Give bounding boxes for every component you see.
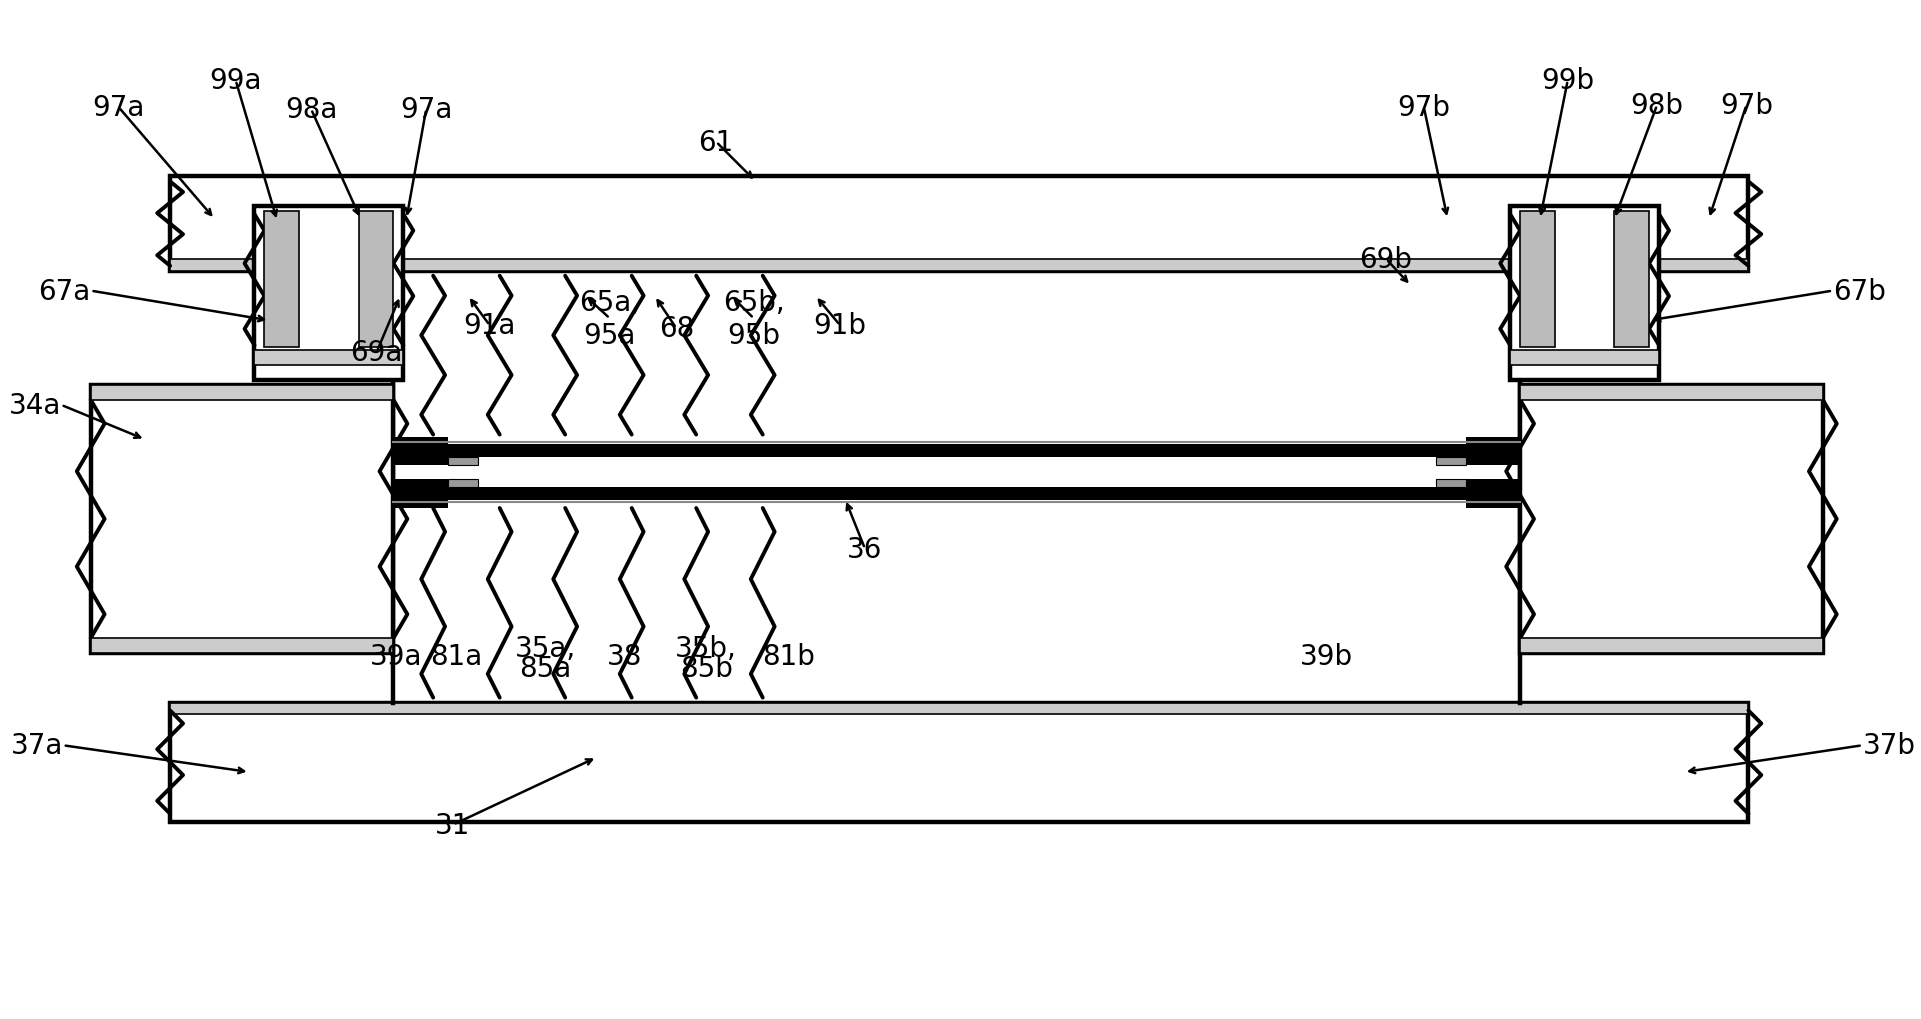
Bar — [1520, 639, 1823, 653]
Bar — [171, 177, 1748, 271]
Bar — [254, 207, 403, 380]
Bar — [394, 445, 1520, 458]
Text: 37a: 37a — [10, 732, 63, 759]
Text: 39b: 39b — [1301, 642, 1352, 671]
Text: 67a: 67a — [38, 277, 90, 306]
Text: 35b,: 35b, — [674, 635, 738, 662]
Bar — [1435, 480, 1466, 488]
Text: 98b: 98b — [1631, 92, 1683, 120]
Text: 69b: 69b — [1360, 246, 1412, 273]
Bar — [1614, 212, 1648, 347]
Text: 35a,: 35a, — [515, 635, 576, 662]
Text: 39a: 39a — [371, 642, 423, 671]
Bar — [171, 260, 1748, 271]
Bar — [1520, 385, 1823, 653]
Text: 91a: 91a — [463, 312, 517, 340]
Text: 97a: 97a — [400, 96, 453, 124]
Text: 97a: 97a — [92, 94, 144, 122]
Bar — [394, 488, 1520, 500]
Text: 65b,
95b: 65b, 95b — [722, 289, 784, 350]
Text: 69a: 69a — [350, 339, 403, 367]
Bar — [1466, 437, 1520, 466]
Bar — [171, 703, 1748, 822]
Bar — [90, 385, 394, 400]
Text: 37b: 37b — [1863, 732, 1915, 759]
Bar — [171, 703, 1748, 714]
Bar — [448, 480, 478, 488]
Text: 68: 68 — [659, 315, 693, 343]
Bar — [1435, 458, 1466, 466]
Bar — [394, 437, 448, 466]
Text: 85b: 85b — [680, 654, 732, 682]
Bar — [265, 212, 300, 347]
Bar — [254, 351, 403, 366]
Text: 91b: 91b — [815, 312, 866, 340]
Bar — [1510, 351, 1660, 366]
Text: 65a,
95a: 65a, 95a — [580, 289, 640, 350]
Bar — [90, 385, 394, 653]
Bar — [1520, 212, 1554, 347]
Text: 98a: 98a — [284, 96, 338, 124]
Text: 67b: 67b — [1833, 277, 1886, 306]
Bar — [394, 480, 448, 508]
Text: 81a: 81a — [430, 642, 482, 671]
Text: 81b: 81b — [763, 642, 815, 671]
Bar — [90, 639, 394, 653]
Bar — [1520, 385, 1823, 400]
Text: 61: 61 — [699, 128, 734, 157]
Text: 34a: 34a — [8, 391, 61, 420]
Text: 31: 31 — [436, 811, 471, 839]
Text: 99b: 99b — [1541, 67, 1594, 95]
Text: 36: 36 — [847, 535, 882, 564]
Text: 97b: 97b — [1397, 94, 1450, 122]
Bar — [1510, 207, 1660, 380]
Bar — [448, 458, 478, 466]
Text: 85a: 85a — [519, 654, 571, 682]
Text: 38: 38 — [607, 642, 642, 671]
Bar — [359, 212, 394, 347]
Text: 99a: 99a — [209, 67, 261, 95]
Text: 97b: 97b — [1719, 92, 1773, 120]
Bar — [1466, 480, 1520, 508]
